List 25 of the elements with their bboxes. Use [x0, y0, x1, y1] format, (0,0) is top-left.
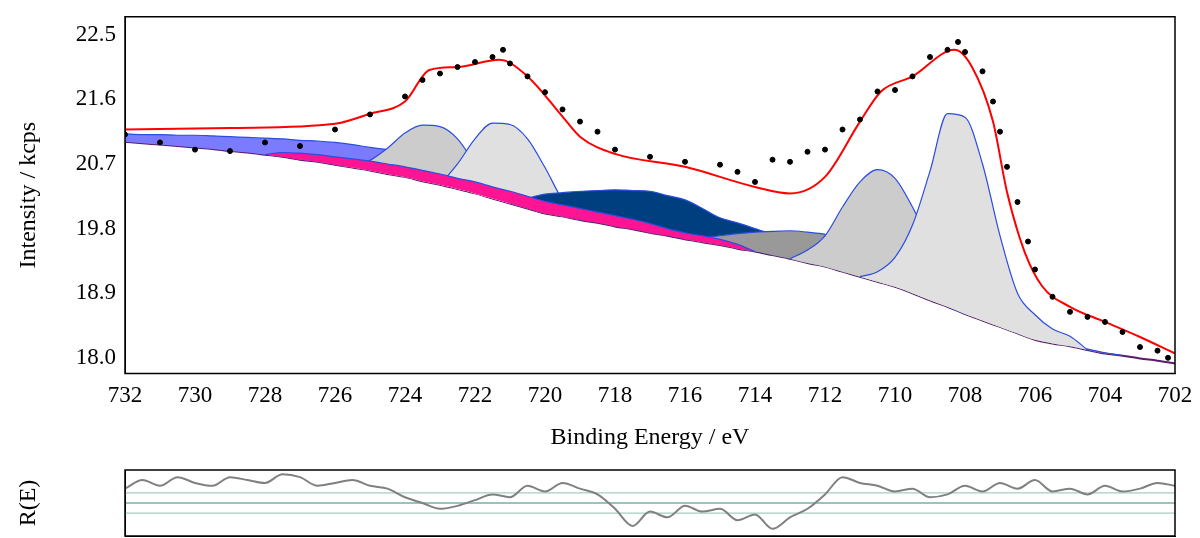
x-tick-label: 726: [317, 382, 353, 408]
y-tick-label: 18.0: [75, 343, 116, 369]
y-tick-label: 19.8: [75, 214, 116, 240]
y-tick-label: 21.6: [75, 85, 116, 111]
x-tick-label: 730: [177, 382, 213, 408]
x-tick-label: 718: [597, 382, 633, 408]
y-axis-title: Intensity / kcps: [13, 121, 40, 269]
x-tick-label: 712: [807, 382, 843, 408]
x-tick-label: 724: [387, 382, 423, 408]
x-tick-label: 722: [457, 382, 493, 408]
x-tick-label: 708: [947, 382, 983, 408]
y-axis-title: R(E): [13, 479, 40, 527]
x-axis-title: Binding Energy / eV: [550, 422, 751, 449]
x-tick-label: 732: [107, 382, 143, 408]
y-tick-label: 18.9: [75, 279, 116, 305]
x-tick-label: 710: [877, 382, 913, 408]
x-tick-label: 728: [247, 382, 283, 408]
x-tick-label: 704: [1087, 382, 1123, 408]
x-tick-label: 706: [1017, 382, 1053, 408]
x-tick-label: 714: [737, 382, 773, 408]
x-tick-label: 720: [527, 382, 563, 408]
x-tick-label: 702: [1157, 382, 1193, 408]
y-tick-label: 20.7: [75, 150, 116, 176]
x-tick-label: 716: [667, 382, 703, 408]
y-tick-label: 22.5: [75, 20, 116, 46]
